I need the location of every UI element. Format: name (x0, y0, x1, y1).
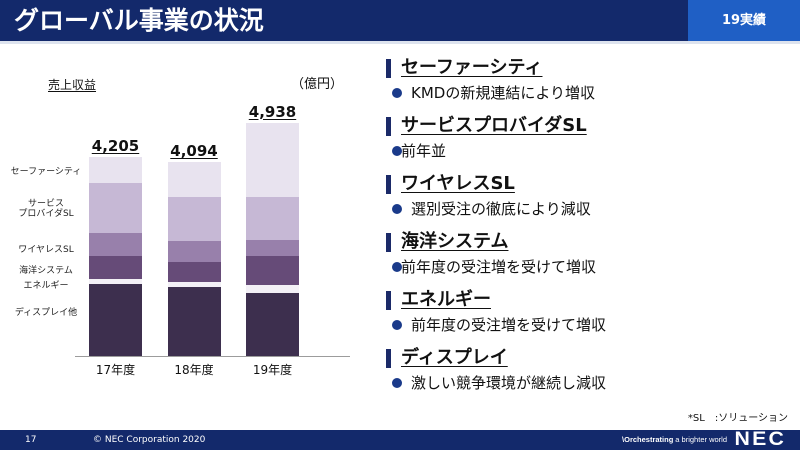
x-tick-label-fy18: 18年度 (174, 363, 214, 377)
nec-logo: NEC (734, 429, 786, 450)
bar-segment-fy18-marine-systems (167, 262, 221, 283)
brand-tagline: \Orchestrating a brighter world (622, 430, 727, 450)
series-label-marine-systems: 海洋システム (19, 266, 73, 276)
section-wireless-sl: ワイヤレスSL 選別受注の徹底により減収 (386, 173, 786, 223)
x-tick-label-fy19: 19年度 (252, 363, 293, 377)
series-label-safer-city: セーファーシティ (10, 167, 82, 177)
bar-segment-fy17-safer-city (89, 157, 142, 184)
total-label-fy17: 4,205 (91, 137, 140, 156)
bullet-text: KMDの新規連結により増収 (411, 84, 596, 102)
chart-title: 売上収益 (48, 78, 97, 92)
bullet-text: 前年度の受注増を受けて増収 (411, 316, 607, 334)
slide-footer: 17 © NEC Corporation 2020 \Orchestrating… (0, 430, 800, 450)
tagline-bold: \Orchestrating (622, 435, 674, 444)
section-heading: サービスプロバイダSL (401, 115, 587, 136)
section-marker-icon (386, 175, 391, 194)
section-marine-systems: 海洋システム 前年度の受注増を受けて増収 (386, 231, 786, 281)
bar-segment-fy17-display-other (89, 283, 142, 356)
section-marker-icon (386, 291, 391, 310)
bullet-text: 選別受注の徹底により減収 (411, 200, 591, 218)
bullet-item: 選別受注の徹底により減収 (386, 198, 786, 220)
section-heading: ディスプレイ (401, 347, 508, 368)
section-heading: エネルギー (401, 289, 491, 310)
series-label-wireless-sl: ワイヤレスSL (18, 245, 74, 255)
copyright-text: © NEC Corporation 2020 (93, 435, 206, 445)
section-marker-icon (386, 349, 391, 368)
bullet-dot-icon (392, 378, 402, 388)
footnote: *SL :ソリューション (687, 413, 788, 424)
bullet-dot-icon (392, 88, 402, 98)
page-number: 17 (25, 435, 37, 445)
x-tick-label-fy17: 17年度 (95, 363, 136, 377)
bullet-text: 前年度の受注増を受けて増収 (401, 258, 597, 276)
section-safer-city: セーファーシティ KMDの新規連結により増収 (386, 57, 786, 107)
bar-segment-fy18-display-other (167, 286, 221, 356)
header-divider (0, 41, 800, 44)
section-service-provider-sl: サービスプロバイダSL 前年並 (386, 115, 786, 165)
chart-unit-label: （億円） (291, 77, 344, 92)
bar-segment-fy18-wireless-sl (167, 241, 221, 263)
section-energy: エネルギー 前年度の受注増を受けて増収 (386, 289, 786, 339)
bullet-item: 前年度の受注増を受けて増収 (386, 256, 786, 278)
section-heading: 海洋システム (401, 231, 509, 252)
bar-segment-fy17-energy (89, 278, 142, 284)
series-label-service-provider-sl: サービス プロバイダSL (18, 199, 74, 219)
x-axis-line (75, 356, 350, 357)
tagline-rest: a brighter world (675, 435, 727, 444)
bar-segment-fy19-safer-city (246, 122, 299, 197)
bar-segment-fy19-service-provider-sl (246, 196, 299, 240)
bar-segment-fy18-energy (167, 282, 221, 287)
section-marker-icon (386, 233, 391, 252)
bar-segment-fy17-marine-systems (89, 256, 142, 279)
bullet-dot-icon (392, 320, 402, 330)
bullet-dot-icon (392, 146, 402, 156)
bar-segment-fy18-safer-city (167, 162, 221, 197)
total-label-fy18: 4,094 (170, 142, 218, 161)
bullet-text: 前年並 (401, 142, 447, 160)
section-marker-icon (386, 117, 391, 136)
slide-header: グローバル事業の状況 19実績 (0, 0, 800, 41)
period-badge: 19実績 (688, 0, 800, 41)
section-display: ディスプレイ 激しい競争環境が継続し減収 (386, 347, 786, 397)
total-label-fy19: 4,938 (248, 102, 297, 121)
bullet-dot-icon (392, 204, 402, 214)
bar-segment-fy19-marine-systems (246, 255, 299, 285)
bullet-item: 前年並 (386, 140, 786, 162)
revenue-stacked-bar-chart: 売上収益 （億円） 4,205 17年度 4,094 18年度 4,938 19年度 ディス… (0, 0, 370, 400)
bar-segment-fy17-wireless-sl (89, 233, 142, 257)
bar-segment-fy19-wireless-sl (246, 239, 299, 256)
series-label-energy: エネルギー (23, 281, 69, 291)
bar-segment-fy17-service-provider-sl (89, 183, 142, 234)
bullet-item: 激しい競争環境が継続し減収 (386, 372, 786, 394)
bar-segment-fy18-service-provider-sl (167, 196, 221, 242)
page-title: グローバル事業の状況 (14, 6, 264, 35)
series-label-display-other: ディスプレイ他 (14, 308, 78, 318)
section-heading: セーファーシティ (401, 57, 543, 78)
bar-segment-fy19-display-other (246, 292, 299, 356)
section-marker-icon (386, 59, 391, 78)
bullet-text: 激しい競争環境が継続し減収 (411, 374, 607, 392)
bullet-dot-icon (392, 262, 402, 272)
bullet-item: 前年度の受注増を受けて増収 (386, 314, 786, 336)
bullet-item: KMDの新規連結により増収 (386, 82, 786, 104)
section-heading: ワイヤレスSL (401, 173, 515, 194)
bar-segment-fy19-energy (246, 284, 299, 293)
